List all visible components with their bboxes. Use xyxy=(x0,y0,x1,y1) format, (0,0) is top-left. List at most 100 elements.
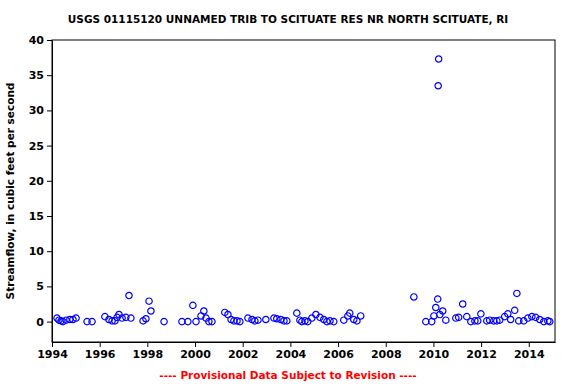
y-tick: 35 xyxy=(29,69,52,82)
y-tick-mark xyxy=(47,286,52,287)
x-tick-label: 2012 xyxy=(466,348,497,361)
point xyxy=(263,316,269,322)
point xyxy=(525,315,531,321)
y-tick-label: 0 xyxy=(36,316,44,329)
point xyxy=(89,318,95,324)
x-tick: 2004 xyxy=(276,342,307,361)
y-tick: 15 xyxy=(29,210,52,223)
y-tick-label: 20 xyxy=(29,175,45,188)
y-tick-mark xyxy=(47,110,52,111)
point xyxy=(433,304,439,310)
x-tick: 2006 xyxy=(323,342,354,361)
point xyxy=(126,292,132,298)
y-tick-mark xyxy=(47,216,52,217)
point xyxy=(435,83,441,89)
point xyxy=(547,318,553,324)
point xyxy=(435,56,441,62)
x-tick: 2008 xyxy=(371,342,402,361)
point xyxy=(143,316,149,322)
series xyxy=(54,56,553,325)
point xyxy=(161,318,167,324)
point xyxy=(435,296,441,302)
y-tick: 0 xyxy=(36,316,52,329)
y-tick-label: 40 xyxy=(29,34,45,47)
x-tick-mark xyxy=(290,342,291,347)
point xyxy=(460,301,466,307)
y-tick-label: 15 xyxy=(29,210,44,223)
point xyxy=(209,318,215,324)
x-tick: 2010 xyxy=(419,342,450,361)
point xyxy=(146,298,152,304)
y-tick: 30 xyxy=(29,104,52,117)
y-axis: 0 5 10 15 20 25 30 35 40 xyxy=(29,34,53,342)
x-tick: 2014 xyxy=(514,342,545,361)
x-tick: 2000 xyxy=(180,342,211,361)
x-tick-mark xyxy=(243,342,244,347)
point xyxy=(294,310,300,316)
point xyxy=(411,294,417,300)
point xyxy=(512,307,518,313)
y-tick: 10 xyxy=(29,245,52,258)
x-tick-label: 2002 xyxy=(228,348,259,361)
point xyxy=(507,316,513,322)
chart: USGS 01115120 UNNAMED TRIB TO SCITUATE R… xyxy=(0,0,576,384)
point xyxy=(305,318,311,324)
title: USGS 01115120 UNNAMED TRIB TO SCITUATE R… xyxy=(68,13,508,25)
y-axis-line xyxy=(52,41,53,343)
x-tick-mark xyxy=(52,342,53,347)
point xyxy=(347,310,353,316)
y-tick: 20 xyxy=(29,175,52,188)
point xyxy=(128,315,134,321)
y-tick-mark xyxy=(47,40,52,41)
point xyxy=(331,318,337,324)
x-tick-label: 2010 xyxy=(419,348,450,361)
x-tick: 2002 xyxy=(228,342,259,361)
x-tick-label: 2006 xyxy=(323,348,354,361)
y-tick-mark xyxy=(47,146,52,147)
x-tick-mark xyxy=(481,342,482,347)
y-axis-title: Streamflow, in cubic feet per second xyxy=(4,83,16,300)
x-tick-label: 1994 xyxy=(37,348,68,361)
x-tick-mark xyxy=(338,342,339,347)
y-tick-label: 35 xyxy=(29,69,44,82)
point xyxy=(190,302,196,308)
plot-frame xyxy=(52,40,555,342)
y-tick-label: 5 xyxy=(36,280,44,293)
x-tick-mark xyxy=(529,342,530,347)
x-axis-line xyxy=(53,342,556,343)
point xyxy=(73,315,79,321)
x-tick-label: 2000 xyxy=(180,348,211,361)
point xyxy=(185,318,191,324)
x-tick-label: 1998 xyxy=(133,348,164,361)
y-tick-mark xyxy=(47,251,52,252)
point xyxy=(514,290,520,296)
point xyxy=(443,317,449,323)
x-tick-label: 2008 xyxy=(371,348,402,361)
point xyxy=(193,318,199,324)
point xyxy=(201,308,207,314)
y-tick-label: 25 xyxy=(29,140,44,153)
point xyxy=(440,308,446,314)
point xyxy=(237,318,243,324)
y-tick: 5 xyxy=(36,280,52,293)
point xyxy=(255,317,261,323)
point xyxy=(245,315,251,321)
y-tick-label: 10 xyxy=(29,245,45,258)
x-axis: 1994 1996 1998 2000 2002 2004 2006 2008 2010 2012… xyxy=(37,342,555,361)
point xyxy=(478,311,484,317)
point xyxy=(358,313,364,319)
point xyxy=(455,314,461,320)
annotation: ---- Provisional Data Subject to Revisio… xyxy=(159,369,416,381)
x-tick: 1998 xyxy=(133,342,164,361)
x-tick-label: 1996 xyxy=(85,348,116,361)
x-tick-label: 2014 xyxy=(514,348,545,361)
x-tick-mark xyxy=(386,342,387,347)
point xyxy=(309,315,315,321)
x-tick-mark xyxy=(433,342,434,347)
x-tick-mark xyxy=(195,342,196,347)
point xyxy=(284,318,290,324)
x-tick: 2012 xyxy=(466,342,497,361)
y-tick-mark xyxy=(47,322,52,323)
y-tick: 25 xyxy=(29,140,52,153)
x-tick: 1996 xyxy=(85,342,116,361)
